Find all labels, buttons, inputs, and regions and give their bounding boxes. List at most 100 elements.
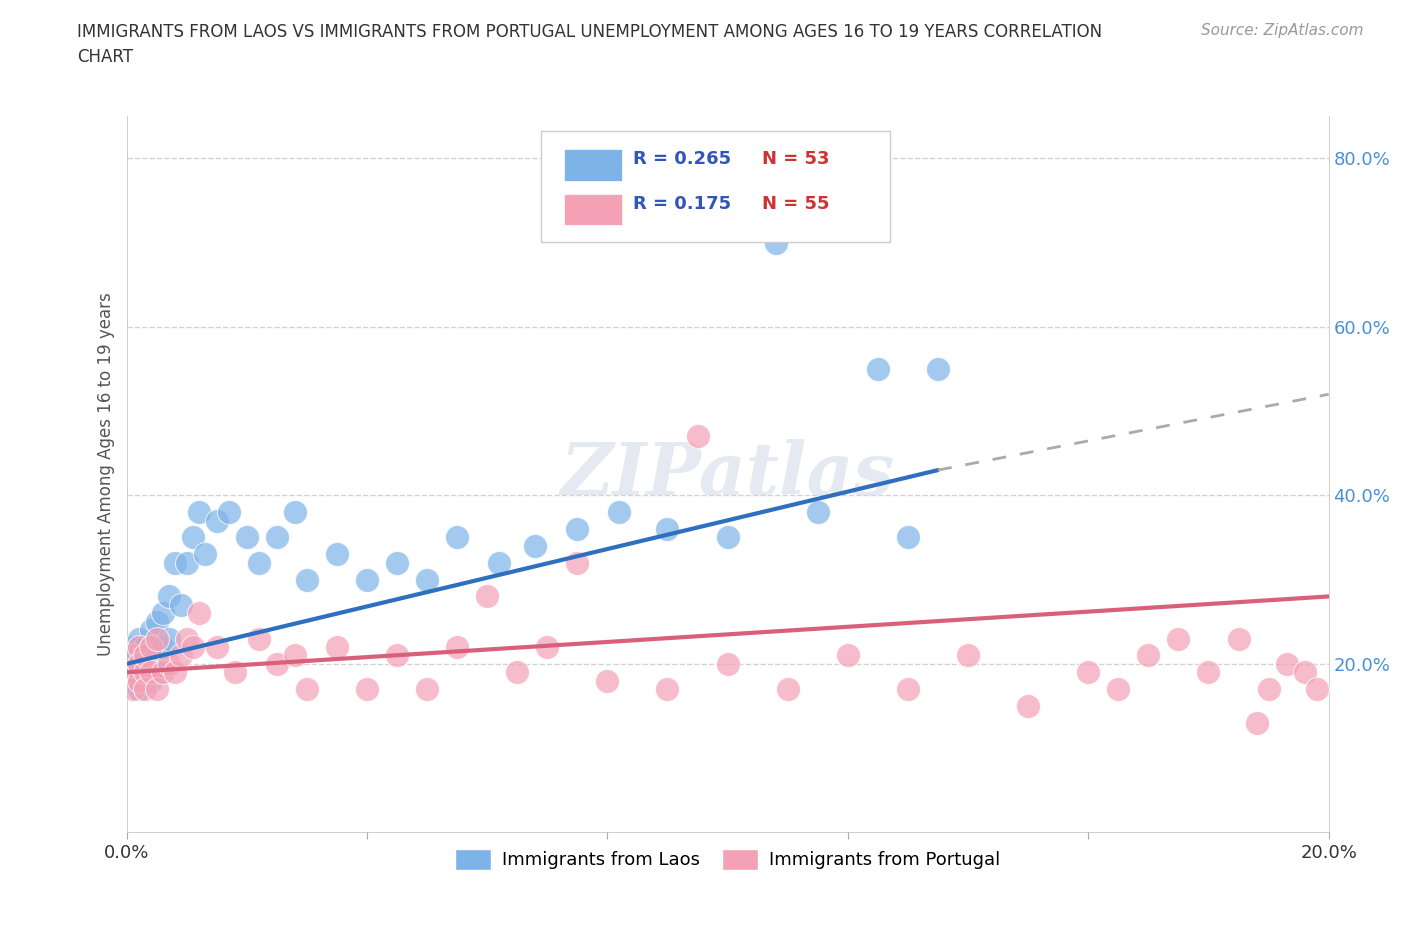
Point xyxy=(356,682,378,697)
Point xyxy=(1246,715,1268,730)
Point xyxy=(1305,682,1327,697)
Point xyxy=(765,235,787,250)
Point xyxy=(1257,682,1279,697)
Point xyxy=(609,505,631,520)
Point xyxy=(145,631,167,646)
Text: ZIPatlas: ZIPatlas xyxy=(561,439,894,510)
Point xyxy=(284,505,307,520)
Point xyxy=(657,522,679,537)
Point xyxy=(776,682,799,697)
Legend: Immigrants from Laos, Immigrants from Portugal: Immigrants from Laos, Immigrants from Po… xyxy=(449,842,1007,877)
Point xyxy=(169,648,191,663)
Point xyxy=(128,673,150,688)
Point xyxy=(235,530,259,545)
Point xyxy=(446,530,468,545)
Point xyxy=(446,640,468,655)
Point xyxy=(716,657,740,671)
Point xyxy=(139,657,162,671)
Point xyxy=(866,362,889,377)
Point xyxy=(686,429,709,444)
Point xyxy=(128,657,150,671)
Point xyxy=(128,631,150,646)
Point xyxy=(837,648,859,663)
Point xyxy=(134,682,156,697)
FancyBboxPatch shape xyxy=(541,130,890,242)
Point xyxy=(139,640,162,655)
Point xyxy=(326,640,349,655)
Point xyxy=(121,648,143,663)
Point xyxy=(716,530,740,545)
Point xyxy=(145,615,167,630)
Point xyxy=(657,682,679,697)
Point xyxy=(1017,698,1039,713)
Point xyxy=(326,547,349,562)
Point xyxy=(1167,631,1189,646)
Point xyxy=(139,640,162,655)
Point xyxy=(139,673,162,688)
Point xyxy=(145,665,167,680)
Point xyxy=(385,555,408,570)
FancyBboxPatch shape xyxy=(564,149,621,180)
Point xyxy=(416,572,439,587)
Point xyxy=(121,665,143,680)
Point xyxy=(121,640,143,655)
Point xyxy=(128,640,150,655)
Point xyxy=(134,665,156,680)
Point xyxy=(488,555,510,570)
Point xyxy=(181,640,204,655)
Point xyxy=(1077,665,1099,680)
Point xyxy=(128,640,150,655)
Point xyxy=(897,530,920,545)
Point xyxy=(134,648,156,663)
Point xyxy=(1107,682,1129,697)
Point xyxy=(152,605,174,620)
Point xyxy=(181,530,204,545)
Point xyxy=(157,631,180,646)
Point xyxy=(121,682,143,697)
Point xyxy=(1137,648,1160,663)
Point xyxy=(356,572,378,587)
Point xyxy=(536,640,558,655)
Text: N = 53: N = 53 xyxy=(762,151,830,168)
Point xyxy=(266,530,288,545)
Point xyxy=(524,538,547,553)
Point xyxy=(506,665,529,680)
Point xyxy=(385,648,408,663)
Point xyxy=(218,505,240,520)
Point xyxy=(1275,657,1298,671)
Point xyxy=(1197,665,1219,680)
Text: Source: ZipAtlas.com: Source: ZipAtlas.com xyxy=(1201,23,1364,38)
Point xyxy=(266,657,288,671)
Point xyxy=(475,589,498,604)
Point xyxy=(121,648,143,663)
Point xyxy=(145,648,167,663)
Point xyxy=(295,682,318,697)
Point xyxy=(897,682,920,697)
Point xyxy=(134,665,156,680)
Point xyxy=(187,605,209,620)
Point xyxy=(224,665,246,680)
Point xyxy=(134,640,156,655)
Point xyxy=(567,522,589,537)
Point xyxy=(176,555,198,570)
Point xyxy=(134,648,156,663)
Point xyxy=(927,362,949,377)
Point xyxy=(956,648,979,663)
Point xyxy=(1294,665,1316,680)
Point xyxy=(1227,631,1250,646)
Text: R = 0.265: R = 0.265 xyxy=(633,151,731,168)
Point xyxy=(567,555,589,570)
Point xyxy=(247,631,270,646)
Point xyxy=(163,555,186,570)
Point xyxy=(194,547,217,562)
Text: IMMIGRANTS FROM LAOS VS IMMIGRANTS FROM PORTUGAL UNEMPLOYMENT AMONG AGES 16 TO 1: IMMIGRANTS FROM LAOS VS IMMIGRANTS FROM … xyxy=(77,23,1102,66)
Y-axis label: Unemployment Among Ages 16 to 19 years: Unemployment Among Ages 16 to 19 years xyxy=(97,292,115,657)
Point xyxy=(176,631,198,646)
Point xyxy=(139,665,162,680)
Point xyxy=(284,648,307,663)
Point xyxy=(205,513,228,528)
Point xyxy=(152,640,174,655)
Point xyxy=(128,665,150,680)
Point xyxy=(205,640,228,655)
Point xyxy=(128,682,150,697)
